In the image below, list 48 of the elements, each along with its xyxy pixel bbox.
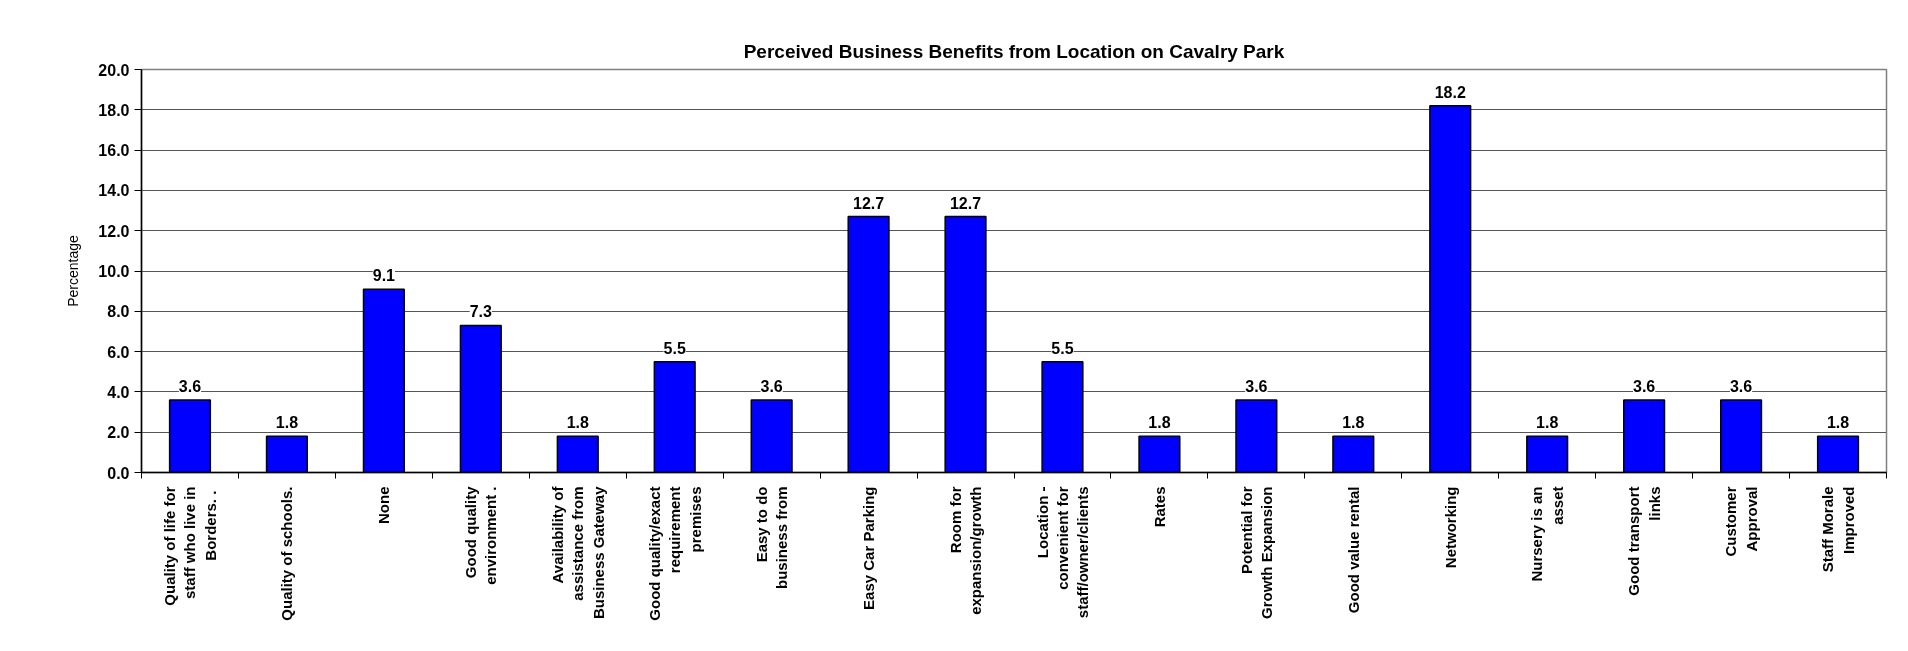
data-label: 3.6 [178, 377, 202, 395]
x-tick-label: Networking [1441, 486, 1459, 569]
y-tick-label: 12.0 [98, 222, 130, 240]
data-label: 1.8 [1342, 414, 1365, 432]
data-label: 18.2 [1434, 83, 1466, 101]
x-tick-label: Good quality environment . [462, 485, 500, 585]
y-tick-label: 0.0 [107, 464, 130, 482]
x-tick-label: None [375, 486, 393, 524]
x-tick-label: Availability of assistance from Business Gateway [548, 485, 607, 620]
data-label: 12.7 [949, 194, 982, 212]
data-label: 5.5 [663, 339, 686, 357]
y-tick-label: 10.0 [98, 263, 130, 280]
data-label: 1.8 [1536, 414, 1559, 432]
y-tick-label: 20.0 [98, 61, 130, 79]
x-tick-label: Good value rental [1344, 486, 1362, 614]
data-label: 12.7 [853, 194, 885, 212]
y-tick-label: 4.0 [107, 383, 130, 401]
y-tick-label: 2.0 [107, 424, 130, 442]
x-tick-label: Quality of schools. [278, 486, 296, 621]
data-label: 1.8 [275, 414, 299, 432]
x-tick-label: Location - convenient for staff/owner/clients [1033, 486, 1092, 619]
x-tick-label: Easy Car Parking [860, 486, 878, 610]
y-tick-label: 16.0 [98, 142, 130, 160]
y-tick-label: 14.0 [98, 182, 130, 200]
data-label: 5.5 [1051, 339, 1074, 357]
data-label: 1.8 [1148, 414, 1171, 432]
data-label: 3.6 [1245, 377, 1268, 395]
data-label: 1.8 [1826, 414, 1850, 432]
x-tick-label: Rates [1150, 486, 1168, 528]
y-axis-title: Percentage [65, 234, 82, 307]
data-label: 7.3 [469, 303, 493, 321]
data-label: 1.8 [566, 414, 589, 432]
chart-title: Perceived Business Benefits from Location on Cavalry Park [743, 40, 1285, 62]
data-label: 9.1 [372, 267, 396, 285]
x-tick-label: Good transport links [1625, 486, 1663, 596]
data-label: 3.6 [1633, 377, 1656, 395]
x-tick-label: Nursery is an asset [1528, 486, 1566, 582]
y-tick-label: 6.0 [107, 343, 130, 361]
y-tick-label: 18.0 [98, 101, 130, 119]
x-tick-label: Quality of life for staff who live in Borders. . [161, 486, 219, 606]
x-tick-label: Staff Morale Improved [1819, 486, 1857, 573]
x-tick-label: Customer Approval [1722, 486, 1760, 557]
x-tick-label: Room for expansion/growth [946, 486, 985, 615]
x-tick-label: Potential for Growth Expansion [1237, 486, 1276, 620]
x-tick-label: Good quality/exact requirement premises [645, 486, 704, 621]
data-label: 3.6 [760, 377, 783, 395]
data-label: 3.6 [1729, 377, 1753, 395]
y-tick-label: 8.0 [107, 303, 130, 321]
